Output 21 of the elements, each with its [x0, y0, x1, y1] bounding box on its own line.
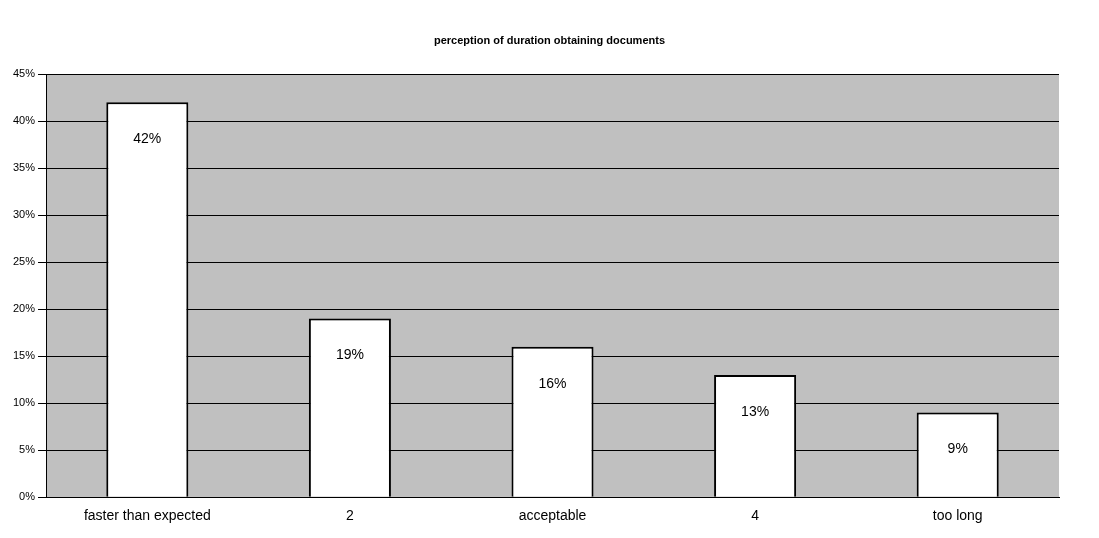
y-tick-label: 30%: [12, 208, 36, 221]
y-tick-label: 15%: [12, 349, 36, 362]
x-tick-label: acceptable: [518, 507, 587, 524]
chart-title: perception of duration obtaining documents: [433, 33, 666, 48]
data-label: 42%: [133, 130, 162, 147]
y-tick-label: 20%: [12, 302, 36, 315]
y-tick-label: 0%: [19, 490, 36, 503]
y-tick-label: 10%: [12, 396, 36, 409]
x-tick-label: faster than expected: [83, 507, 211, 524]
y-tick-label: 5%: [19, 443, 36, 456]
y-tick-label: 25%: [12, 255, 36, 268]
data-label: 13%: [741, 402, 770, 419]
x-tick-label: too long: [932, 507, 983, 524]
data-label: 19%: [335, 346, 364, 363]
data-label: 16%: [538, 374, 567, 391]
y-tick-label: 35%: [12, 161, 36, 174]
y-tick-label: 40%: [12, 114, 36, 127]
data-label: 9%: [947, 440, 968, 457]
x-tick-label: 4: [751, 507, 760, 524]
x-tick-label: 2: [346, 507, 355, 524]
y-tick-label: 45%: [12, 67, 36, 80]
